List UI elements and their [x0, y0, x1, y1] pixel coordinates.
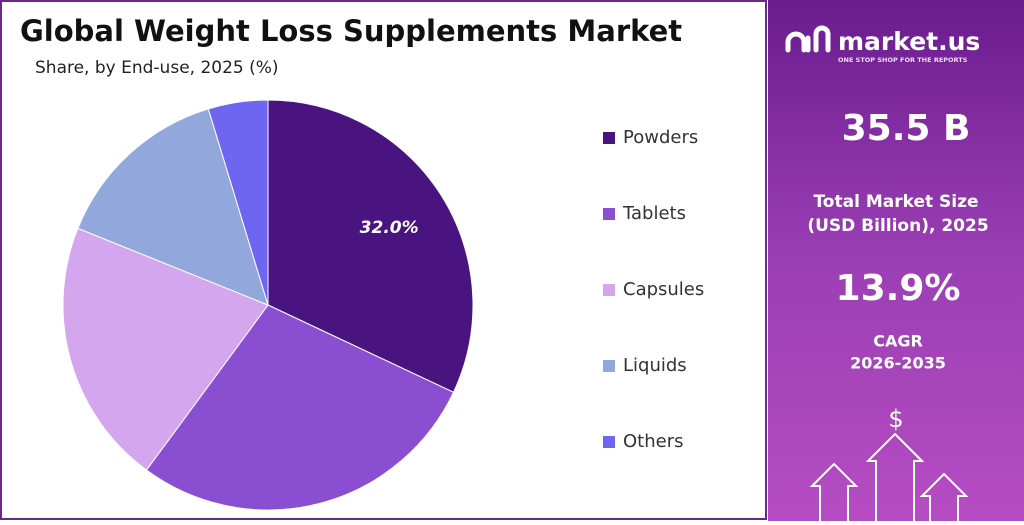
- legend-swatch: [603, 208, 615, 220]
- pie-slice: [77, 108, 269, 306]
- pie-slice: [145, 304, 455, 511]
- cagr-label: CAGR: [873, 332, 923, 351]
- data-label: 32.0%: [360, 218, 419, 238]
- chart-subtitle: Share, by End-use, 2025 (%): [35, 58, 279, 78]
- pie-slice: [207, 99, 269, 306]
- legend-label: Capsules: [623, 279, 704, 300]
- legend-label: Tablets: [622, 203, 686, 224]
- legend-label: Powders: [623, 127, 698, 148]
- legend-swatch: [603, 132, 615, 144]
- side-panel: [768, 0, 1024, 521]
- logo-icon: [785, 25, 831, 53]
- market-size-label: (USD Billion), 2025: [807, 216, 988, 236]
- logo: market.us ONE STOP SHOP FOR THE REPORTS: [785, 25, 980, 64]
- pie: 32.0%: [62, 99, 474, 511]
- legend-label: Others: [623, 431, 684, 452]
- pie-slice: [62, 227, 269, 471]
- chart-title: Global Weight Loss Supplements Market: [20, 14, 682, 48]
- growth-arrows: [809, 432, 969, 521]
- cagr-label: 2026-2035: [850, 354, 946, 373]
- market-size-label: Total Market Size: [813, 192, 978, 212]
- brand: market.us: [838, 27, 980, 56]
- legend-swatch: [603, 284, 615, 296]
- legend-swatch: [603, 360, 615, 372]
- legend: Powders Tablets Capsules Liquids Others: [603, 127, 704, 452]
- currency-symbol: $: [888, 405, 903, 433]
- market-size: 35.5 B: [842, 108, 971, 149]
- cagr: 13.9%: [836, 268, 961, 309]
- legend-swatch: [603, 436, 615, 448]
- tagline: ONE STOP SHOP FOR THE REPORTS: [838, 56, 968, 64]
- legend-label: Liquids: [623, 355, 687, 376]
- pie-slice: [267, 99, 474, 393]
